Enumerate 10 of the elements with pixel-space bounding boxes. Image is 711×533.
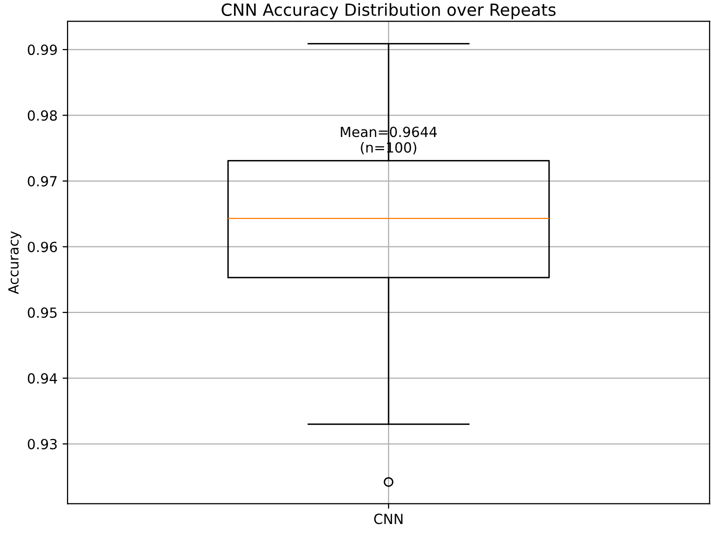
y-axis-title: Accuracy: [8, 231, 22, 294]
y-tick-label: 0.97: [28, 176, 57, 186]
chart-title: CNN Accuracy Distribution over Repeats: [222, 3, 556, 20]
y-tick-label: 0.95: [28, 307, 57, 318]
y-tick-label: 0.94: [28, 373, 58, 384]
x-tick-label: CNN: [374, 514, 402, 524]
y-tick-label: 0.98: [28, 110, 57, 121]
y-tick-label: 0.99: [28, 44, 57, 56]
y-tick-label: 0.93: [28, 438, 57, 450]
y-tick-label: 0.96: [28, 242, 57, 252]
